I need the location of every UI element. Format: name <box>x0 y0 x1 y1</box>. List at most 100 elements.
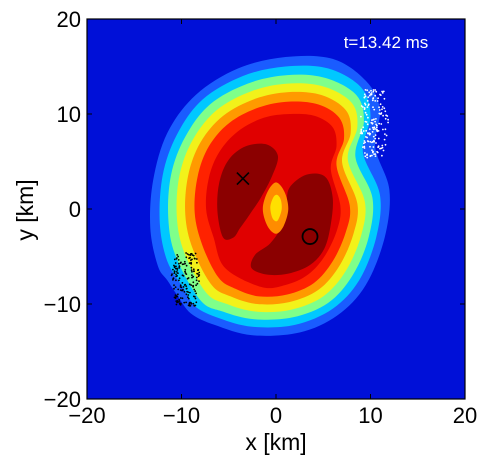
particle-point <box>382 90 385 93</box>
particle-point <box>378 106 380 109</box>
particle-point <box>370 92 373 94</box>
particle-point <box>382 149 385 152</box>
particle-point <box>377 97 379 100</box>
particle-point <box>371 154 373 157</box>
x-tick-label: 10 <box>358 403 382 428</box>
markers <box>236 172 319 245</box>
particle-point <box>187 297 190 300</box>
particle-point <box>173 287 175 290</box>
particle-point <box>364 95 367 98</box>
particle-point <box>366 123 369 126</box>
particle-point <box>381 144 384 147</box>
particle-point <box>373 139 375 142</box>
particle-point <box>172 277 175 280</box>
particle-point <box>363 145 366 148</box>
x-tick-label: 0 <box>270 403 282 428</box>
particle-point <box>185 264 188 267</box>
particle-point <box>372 97 374 100</box>
particle-point <box>187 277 190 279</box>
particle-point <box>174 267 177 270</box>
particle-point <box>360 128 363 131</box>
particle-point <box>376 130 379 133</box>
particle-point <box>371 149 373 152</box>
particle-point <box>372 150 374 153</box>
particle-point <box>188 302 191 305</box>
particle-point <box>366 154 368 157</box>
particle-point <box>383 138 386 141</box>
particle-point <box>365 121 368 123</box>
particle-point <box>194 297 197 300</box>
particle-point <box>374 137 377 140</box>
y-tick-label: 0 <box>69 197 81 222</box>
particle-point <box>195 276 198 279</box>
particle-point <box>363 142 365 145</box>
time-annotation: t=13.42 ms <box>344 33 429 52</box>
particle-point <box>381 108 383 111</box>
particle-point <box>192 285 195 288</box>
particle-point <box>190 262 193 265</box>
contour-level-11 <box>270 194 282 222</box>
particle-point <box>195 284 198 287</box>
particle-point <box>377 137 380 140</box>
particle-point <box>188 253 190 256</box>
particle-point <box>187 291 190 293</box>
particle-point <box>176 267 179 270</box>
particle-point <box>190 266 193 269</box>
particle-point <box>377 145 380 148</box>
particle-point <box>380 123 383 125</box>
particle-point <box>182 286 185 288</box>
particle-point <box>372 89 375 91</box>
particle-point <box>374 120 376 123</box>
y-tick-label: 20 <box>57 7 81 32</box>
particle-point <box>175 279 177 282</box>
particle-point <box>364 152 366 154</box>
particle-point <box>176 257 178 259</box>
particle-point <box>177 255 180 258</box>
y-tick-label: −10 <box>44 292 81 317</box>
particle-point <box>385 134 388 137</box>
particle-point <box>193 257 196 260</box>
contour-level-9 <box>250 173 333 276</box>
particle-point <box>366 156 369 159</box>
particle-point <box>360 105 363 107</box>
particle-point <box>364 103 367 106</box>
particle-point <box>363 108 366 111</box>
particle-point <box>185 287 188 290</box>
particle-point <box>381 92 384 94</box>
particle-point <box>374 89 377 91</box>
particle-point <box>381 90 383 93</box>
particle-point <box>362 106 364 108</box>
particle-point <box>174 286 177 288</box>
particle-point <box>364 89 367 91</box>
particle-point <box>187 294 190 296</box>
particle-point <box>192 268 195 271</box>
particle-point <box>179 297 182 299</box>
particle-point <box>364 111 367 114</box>
particle-point <box>193 270 195 273</box>
particle-point <box>372 106 374 109</box>
particle-point <box>196 261 198 264</box>
particle-point <box>386 115 389 117</box>
particle-point <box>384 117 387 120</box>
particle-point <box>368 94 371 97</box>
particle-point <box>195 258 198 260</box>
particle-point <box>362 126 365 129</box>
particle-point <box>371 99 374 102</box>
particle-point <box>379 113 382 115</box>
particle-point <box>381 154 383 157</box>
particle-point <box>179 286 182 288</box>
y-axis-label: y [km] <box>12 179 38 240</box>
particle-point <box>175 273 178 276</box>
particle-point <box>176 275 179 277</box>
x-axis-label: x [km] <box>245 429 306 455</box>
particle-point <box>362 130 365 132</box>
particle-point <box>184 270 186 273</box>
particle-point <box>193 288 196 291</box>
particle-point <box>178 277 181 280</box>
particle-point <box>181 282 184 284</box>
particle-point <box>178 300 181 302</box>
particle-point <box>367 132 369 135</box>
particle-point <box>170 274 173 277</box>
particle-point <box>371 126 374 129</box>
particle-point <box>192 302 195 305</box>
